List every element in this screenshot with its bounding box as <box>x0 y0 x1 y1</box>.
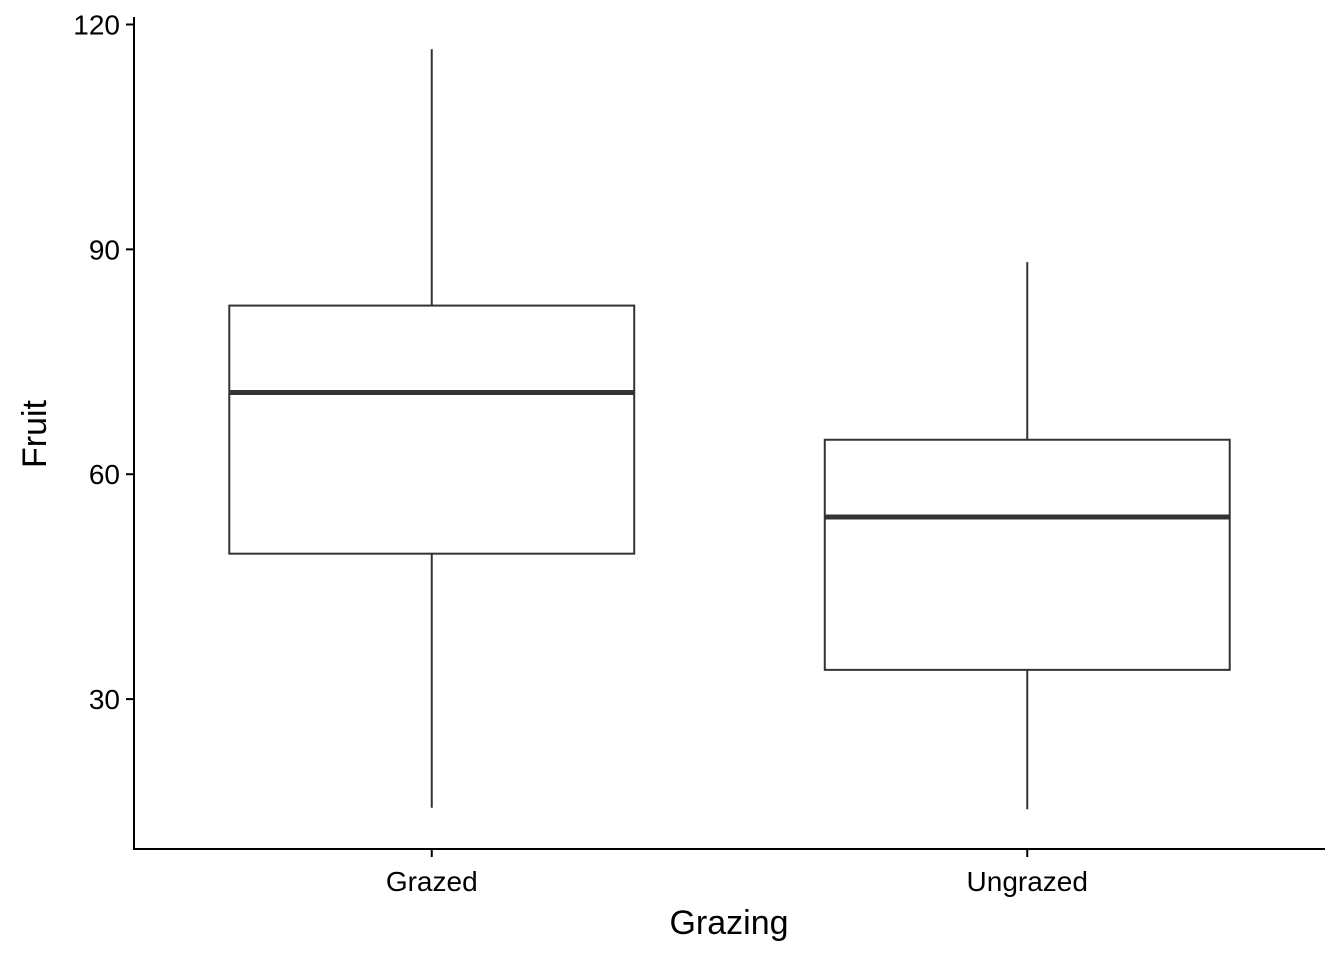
y-tick-label: 120 <box>73 9 120 40</box>
y-axis-title: Fruit <box>16 399 54 468</box>
y-tick-label: 30 <box>89 684 120 715</box>
x-tick-label: Ungrazed <box>967 866 1088 897</box>
x-axis-title: Grazing <box>669 904 788 942</box>
box-grazed <box>228 49 636 808</box>
x-tick-label: Grazed <box>386 866 478 897</box>
iqr-box <box>823 438 1231 671</box>
box-series <box>228 49 1231 810</box>
y-tick-label: 90 <box>89 234 120 265</box>
iqr-box <box>228 304 636 555</box>
x-axis-ticks: Grazed Ungrazed <box>386 849 1088 897</box>
y-tick-label: 60 <box>89 459 120 490</box>
y-axis-ticks: 30 60 90 120 <box>73 9 134 715</box>
box-ungrazed <box>823 262 1231 810</box>
